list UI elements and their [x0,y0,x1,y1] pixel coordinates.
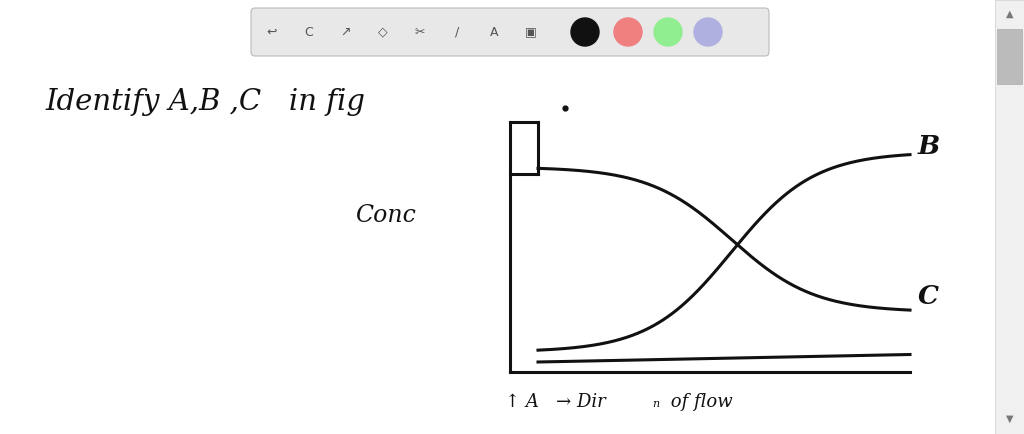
Text: C: C [918,285,939,309]
Text: ▼: ▼ [1006,414,1014,424]
Text: of flow: of flow [665,393,732,411]
Text: n: n [652,399,659,409]
Text: ✂: ✂ [415,26,425,39]
Text: B: B [918,135,940,160]
Text: ↗: ↗ [341,26,351,39]
Circle shape [614,18,642,46]
Text: ↑ A   → Dir: ↑ A → Dir [505,393,606,411]
Bar [995,0,1024,434]
Circle shape [654,18,682,46]
Text: ↩: ↩ [266,26,278,39]
Text: /: / [455,26,459,39]
Text: ▣: ▣ [525,26,537,39]
Text: A: A [489,26,499,39]
FancyBboxPatch shape [251,8,769,56]
Circle shape [694,18,722,46]
Text: ◇: ◇ [378,26,388,39]
Text: ▲: ▲ [1006,9,1014,19]
Text: C: C [304,26,313,39]
Bar [997,29,1022,84]
Text: Conc: Conc [355,204,416,227]
Circle shape [571,18,599,46]
Text: Identify A,B ,C   in fig: Identify A,B ,C in fig [45,88,365,116]
